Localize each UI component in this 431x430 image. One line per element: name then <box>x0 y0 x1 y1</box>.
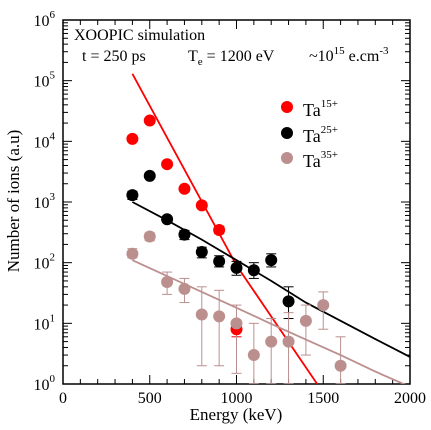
data-point-series-2 <box>161 276 174 289</box>
y-tick-label: 101 <box>34 312 56 333</box>
x-tick-label: 500 <box>138 390 162 407</box>
data-point-series-1 <box>265 254 278 267</box>
legend-label-ta15: Ta15+ <box>303 98 338 120</box>
data-point-series-1 <box>126 189 139 202</box>
data-point-series-2 <box>299 314 312 327</box>
annotation-density: ~1015 e.cm-3 <box>309 45 389 65</box>
y-tick-label: 104 <box>34 130 56 151</box>
y-tick-label: 102 <box>34 252 56 273</box>
data-point-series-1 <box>282 295 295 308</box>
data-point-series-1 <box>143 169 156 182</box>
data-point-series-0 <box>143 114 156 127</box>
data-point-series-1 <box>161 213 174 226</box>
data-point-series-2 <box>178 282 191 295</box>
error-bars <box>127 190 346 384</box>
data-points <box>126 114 347 372</box>
legend-marker-ta35 <box>281 152 293 164</box>
annotation-simulation: XOOPIC simulation <box>74 27 205 44</box>
data-point-series-2 <box>265 335 278 348</box>
data-point-series-0 <box>126 132 139 145</box>
data-point-series-2 <box>143 230 156 243</box>
x-tick-label: 1000 <box>221 390 253 407</box>
annotation-time: t = 250 ps <box>82 48 146 65</box>
data-point-series-2 <box>334 359 347 372</box>
data-point-series-2 <box>317 299 330 312</box>
y-axis-label: Number of ions (a.u) <box>4 130 23 273</box>
data-point-series-1 <box>195 245 208 258</box>
x-tick-label: 1500 <box>307 390 339 407</box>
y-tick-label: 100 <box>34 373 56 394</box>
data-point-series-1 <box>178 228 191 241</box>
data-point-series-2 <box>247 349 260 362</box>
y-tick-label: 106 <box>34 9 56 30</box>
x-tick-label: 2000 <box>394 390 426 407</box>
data-point-series-0 <box>161 158 174 171</box>
legend-label-ta35: Ta35+ <box>303 149 338 171</box>
data-point-series-1 <box>230 261 243 274</box>
data-point-series-0 <box>213 224 226 237</box>
legend-marker-ta25 <box>281 127 293 139</box>
x-axis-label: Energy (keV) <box>190 405 283 424</box>
legend: Ta15+ Ta25+ Ta35+ <box>281 98 338 171</box>
annotation-temperature: Te = 1200 eV <box>188 48 275 68</box>
data-point-series-2 <box>213 310 226 323</box>
y-tick-label: 105 <box>34 70 56 91</box>
data-point-series-1 <box>247 264 260 277</box>
axes: 0 500 1000 1500 2000 100 101 102 103 104 105 106 <box>34 9 427 407</box>
data-point-series-2 <box>126 247 139 260</box>
data-point-series-0 <box>178 182 191 195</box>
data-point-series-2 <box>230 317 243 330</box>
y-tick-label: 103 <box>34 191 56 212</box>
data-point-series-1 <box>213 255 226 268</box>
data-point-series-0 <box>195 199 208 212</box>
x-tick-label: 0 <box>59 390 67 407</box>
fit-line-series-1 <box>131 201 410 358</box>
legend-label-ta25: Ta25+ <box>303 124 338 146</box>
data-point-series-2 <box>195 308 208 321</box>
legend-marker-ta15 <box>281 101 293 113</box>
data-point-series-2 <box>282 335 295 348</box>
